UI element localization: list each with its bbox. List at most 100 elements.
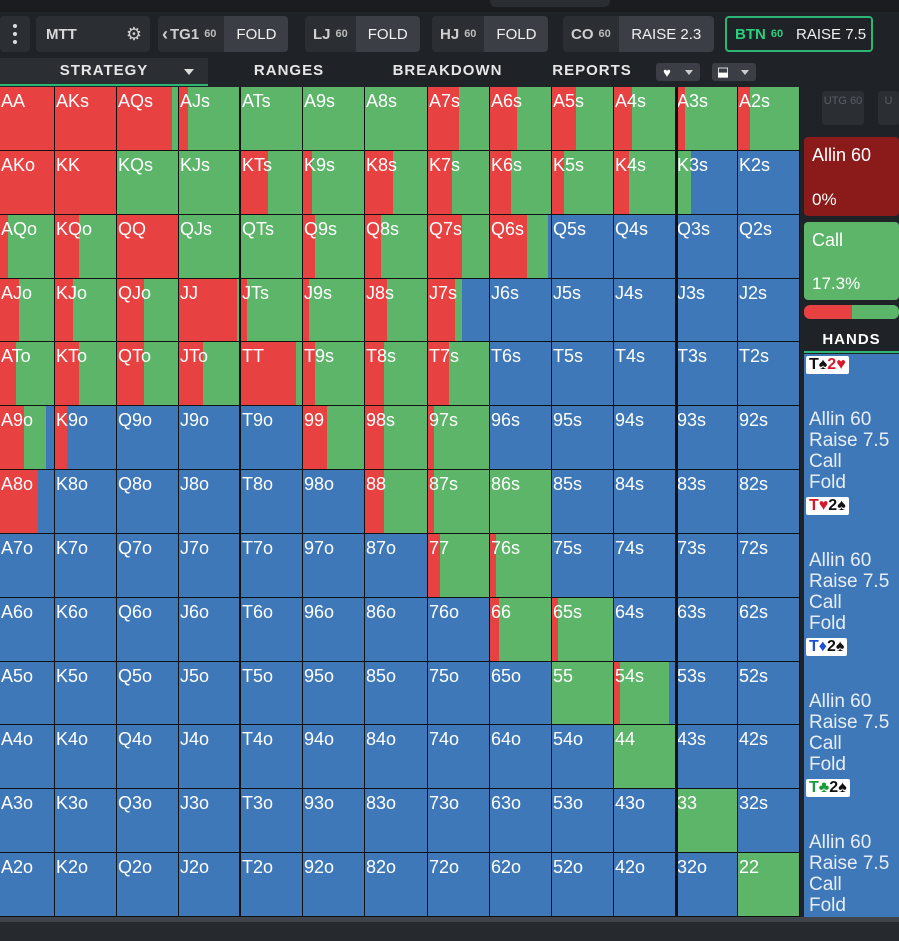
- hand-cell[interactable]: 76s: [490, 534, 551, 597]
- hand-cell[interactable]: K9o: [55, 406, 116, 469]
- hand-cell[interactable]: A4o: [0, 725, 54, 788]
- hand-cell[interactable]: K2s: [738, 151, 799, 214]
- hand-cell[interactable]: 72s: [738, 534, 799, 597]
- hand-cell[interactable]: 94s: [614, 406, 675, 469]
- hand-cell[interactable]: 96s: [490, 406, 551, 469]
- hand-cell[interactable]: 22: [738, 853, 799, 916]
- hand-cell[interactable]: T2s: [738, 342, 799, 405]
- hand-cell[interactable]: T3s: [676, 342, 737, 405]
- chevron-left-icon[interactable]: ‹: [162, 23, 168, 44]
- hand-cell[interactable]: 85o: [365, 662, 427, 724]
- hand-cell[interactable]: 72o: [428, 853, 489, 916]
- hand-cell[interactable]: 73o: [428, 789, 489, 852]
- hand-cell[interactable]: K9s: [303, 151, 364, 214]
- hand-cell[interactable]: J4o: [179, 725, 240, 788]
- combo-item[interactable]: T♦2♠ Allin 60 Raise 7.5 Call Fold: [804, 636, 899, 777]
- hand-cell[interactable]: 33: [676, 789, 737, 852]
- hand-cell[interactable]: K2o: [55, 853, 116, 916]
- hand-cell[interactable]: J6o: [179, 598, 240, 661]
- hand-cell[interactable]: 83o: [365, 789, 427, 852]
- hand-cell[interactable]: 32o: [676, 853, 737, 916]
- hand-cell[interactable]: J5o: [179, 662, 240, 724]
- hand-cell[interactable]: 65s: [552, 598, 613, 661]
- hand-cell[interactable]: KJs: [179, 151, 240, 214]
- hand-cell[interactable]: QTs: [241, 215, 302, 278]
- hand-cell[interactable]: Q9o: [117, 406, 178, 469]
- hand-cell[interactable]: A3s: [676, 87, 737, 150]
- hand-cell[interactable]: A3o: [0, 789, 54, 852]
- hand-cell[interactable]: Q6s: [490, 215, 551, 278]
- hand-cell[interactable]: 93s: [676, 406, 737, 469]
- hand-cell[interactable]: A9s: [303, 87, 364, 150]
- hand-cell[interactable]: T8s: [365, 342, 427, 405]
- hand-cell[interactable]: 82s: [738, 470, 799, 533]
- hand-cell[interactable]: JJ: [179, 279, 240, 341]
- hand-cell[interactable]: 86s: [490, 470, 551, 533]
- hand-cell[interactable]: T2o: [241, 853, 302, 916]
- hand-cell[interactable]: 54s: [614, 662, 675, 724]
- hand-cell[interactable]: T4o: [241, 725, 302, 788]
- hand-cell[interactable]: 42s: [738, 725, 799, 788]
- hand-cell[interactable]: Q4s: [614, 215, 675, 278]
- hand-cell[interactable]: A5o: [0, 662, 54, 724]
- hand-cell[interactable]: A6o: [0, 598, 54, 661]
- hand-cell[interactable]: T9s: [303, 342, 364, 405]
- hand-cell[interactable]: 54o: [552, 725, 613, 788]
- heart-filter[interactable]: ♥: [656, 63, 700, 81]
- hand-cell[interactable]: Q4o: [117, 725, 178, 788]
- heart-icon[interactable]: ♥: [663, 64, 671, 80]
- hand-cell[interactable]: K5o: [55, 662, 116, 724]
- position-btn[interactable]: BTN 60 RAISE 7.5: [725, 16, 874, 52]
- hand-cell[interactable]: 95s: [552, 406, 613, 469]
- combo-item[interactable]: T♣2♠ Allin 60 Raise 7.5 Call Fold: [804, 777, 899, 918]
- hand-cell[interactable]: Q7s: [428, 215, 489, 278]
- hand-cell[interactable]: T4s: [614, 342, 675, 405]
- hand-cell[interactable]: J8s: [365, 279, 427, 341]
- action-summary-allin[interactable]: Allin 60 0%: [804, 137, 899, 216]
- hand-cell[interactable]: J9s: [303, 279, 364, 341]
- hand-cell[interactable]: 62s: [738, 598, 799, 661]
- hand-cell[interactable]: A9o: [0, 406, 54, 469]
- hand-cell[interactable]: 32s: [738, 789, 799, 852]
- combo-item[interactable]: T♥2♠ Allin 60 Raise 7.5 Call Fold: [804, 495, 899, 636]
- hand-cell[interactable]: J6s: [490, 279, 551, 341]
- hand-cell[interactable]: KTo: [55, 342, 116, 405]
- hand-cell[interactable]: AJo: [0, 279, 54, 341]
- hand-cell[interactable]: Q2o: [117, 853, 178, 916]
- hand-cell[interactable]: K4o: [55, 725, 116, 788]
- hand-cell[interactable]: J8o: [179, 470, 240, 533]
- hand-cell[interactable]: 87s: [428, 470, 489, 533]
- hand-cell[interactable]: K6o: [55, 598, 116, 661]
- hand-cell[interactable]: 55: [552, 662, 613, 724]
- position-action[interactable]: RAISE 7.5: [791, 18, 872, 50]
- position-utg1[interactable]: ‹ TG1 60 FOLD: [158, 16, 289, 52]
- hand-cell[interactable]: J3o: [179, 789, 240, 852]
- hand-cell[interactable]: T9o: [241, 406, 302, 469]
- hand-cell[interactable]: J7o: [179, 534, 240, 597]
- hand-cell[interactable]: KTs: [241, 151, 302, 214]
- tab-reports[interactable]: REPORTS: [540, 58, 644, 84]
- position-co[interactable]: CO 60 RAISE 2.3: [563, 16, 714, 52]
- hand-cell[interactable]: 63o: [490, 789, 551, 852]
- hand-cell[interactable]: J5s: [552, 279, 613, 341]
- hand-cell[interactable]: 92o: [303, 853, 364, 916]
- layout-icon[interactable]: ⬓: [716, 64, 730, 79]
- hand-cell[interactable]: A7s: [428, 87, 489, 150]
- hand-cell[interactable]: K6s: [490, 151, 551, 214]
- hand-cell[interactable]: 98o: [303, 470, 364, 533]
- chevron-down-icon[interactable]: [734, 63, 756, 81]
- hand-cell[interactable]: 65o: [490, 662, 551, 724]
- hand-cell[interactable]: 76o: [428, 598, 489, 661]
- hand-cell[interactable]: 64s: [614, 598, 675, 661]
- hand-cell[interactable]: T5s: [552, 342, 613, 405]
- hand-cell[interactable]: Q8s: [365, 215, 427, 278]
- hand-cell[interactable]: ATo: [0, 342, 54, 405]
- hand-cell[interactable]: 87o: [365, 534, 427, 597]
- hand-cell[interactable]: 97o: [303, 534, 364, 597]
- hand-cell[interactable]: 86o: [365, 598, 427, 661]
- hand-cell[interactable]: K7s: [428, 151, 489, 214]
- hand-cell[interactable]: 44: [614, 725, 675, 788]
- hand-cell[interactable]: Q9s: [303, 215, 364, 278]
- hand-cell[interactable]: A2s: [738, 87, 799, 150]
- hand-cell[interactable]: QJo: [117, 279, 178, 341]
